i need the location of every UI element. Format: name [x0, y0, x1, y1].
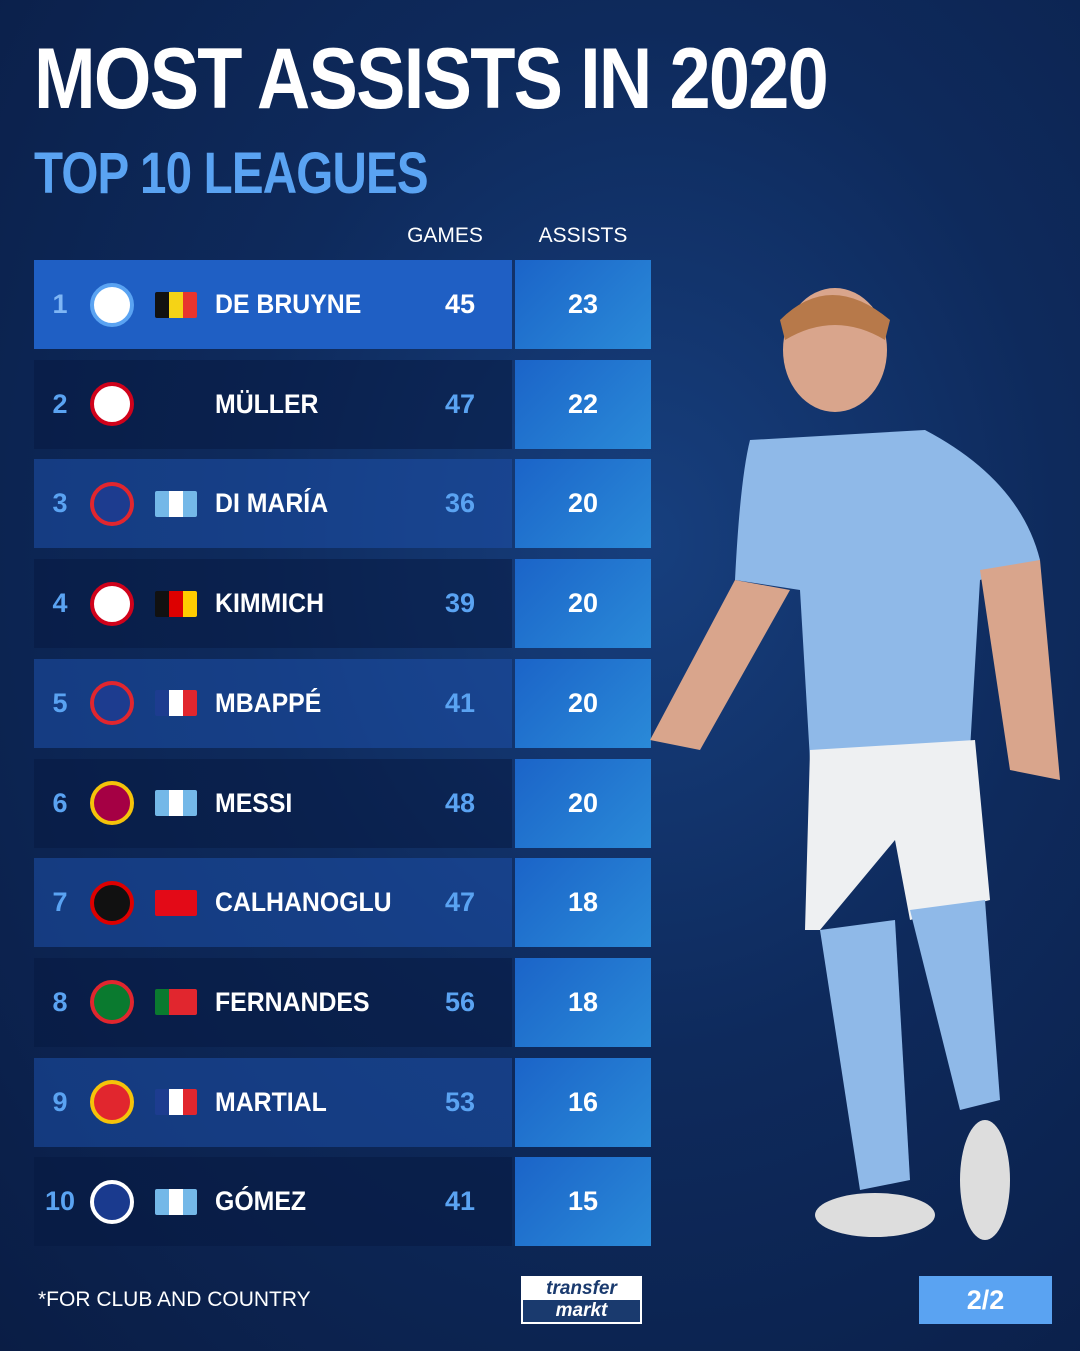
page-title: MOST ASSISTS IN 2020 [34, 31, 829, 127]
nation-flag-icon [155, 490, 197, 517]
nation-flag-icon [155, 889, 197, 916]
nation-flag-icon [155, 590, 197, 617]
games-value: 45 [444, 289, 476, 319]
assists-value: 20 [515, 758, 651, 848]
club-crest-icon [90, 681, 134, 726]
player-name: MÜLLER [215, 388, 319, 419]
logo-bottom: markt [523, 1300, 640, 1322]
games-value: 53 [444, 1086, 476, 1117]
rank: 6 [52, 787, 68, 818]
player-name: FERNANDES [215, 986, 370, 1017]
assists-value: 23 [515, 260, 651, 349]
rank: 2 [52, 388, 68, 419]
games-value: 41 [444, 1186, 476, 1217]
games-header: GAMES [407, 224, 483, 247]
assists-value: 20 [515, 658, 651, 748]
assists-value: 22 [515, 359, 651, 449]
assists-value: 18 [515, 858, 651, 948]
club-crest-icon [90, 880, 134, 925]
club-crest-icon [90, 481, 134, 526]
rank: 1 [52, 289, 68, 319]
player-name: MBAPPÉ [215, 687, 322, 718]
table-row: 10 GÓMEZ 41 [34, 1157, 512, 1247]
table-row: 9 MARTIAL 53 [34, 1057, 512, 1147]
rank: 9 [52, 1086, 68, 1117]
assists-value: 16 [515, 1057, 651, 1147]
table-row: 3 DI MARÍA 36 [34, 459, 512, 549]
player-name: CALHANOGLU [215, 887, 392, 918]
rank: 7 [52, 887, 68, 918]
nation-flag-icon [155, 1188, 197, 1215]
logo-top: transfer [546, 1278, 617, 1299]
player-name: DE BRUYNE [215, 289, 362, 319]
games-value: 36 [444, 488, 476, 519]
games-value: 39 [444, 588, 476, 619]
assists-value: 20 [515, 459, 651, 549]
rank: 10 [44, 1186, 76, 1217]
page-subtitle: TOP 10 LEAGUES [34, 141, 429, 206]
table-row: 7 CALHANOGLU 47 [34, 858, 512, 948]
player-name: MARTIAL [215, 1086, 327, 1117]
transfermarkt-logo: transfer markt [521, 1276, 642, 1324]
nation-flag-icon [155, 790, 197, 816]
nation-flag-icon [155, 291, 197, 318]
table-row: 2 MÜLLER 47 [34, 359, 512, 449]
club-crest-icon [90, 781, 134, 825]
table-row: 8 FERNANDES 56 [34, 957, 512, 1047]
games-value: 56 [444, 986, 476, 1017]
table-row: 1 DE BRUYNE 45 [34, 260, 512, 349]
footnote: *FOR CLUB AND COUNTRY [38, 1288, 311, 1311]
player-name: KIMMICH [215, 588, 325, 619]
player-name: MESSI [215, 787, 293, 818]
club-crest-icon [90, 282, 134, 327]
club-crest-icon [90, 581, 134, 626]
assists-value: 20 [515, 559, 651, 649]
nation-flag-icon [155, 989, 197, 1016]
rank: 8 [52, 986, 68, 1017]
rank: 5 [52, 687, 68, 718]
games-value: 41 [444, 687, 476, 718]
player-image [650, 288, 1060, 1240]
nation-flag-icon [155, 1089, 197, 1116]
nation-flag-icon [155, 690, 197, 717]
assists-value: 15 [515, 1157, 651, 1247]
games-value: 47 [444, 388, 476, 419]
games-value: 47 [444, 887, 476, 918]
assists-header: ASSISTS [538, 224, 628, 247]
club-crest-icon [90, 1080, 134, 1125]
assists-value: 18 [515, 957, 651, 1047]
table-row: 4 KIMMICH 39 [34, 559, 512, 649]
page-indicator: 2/2 [919, 1276, 1052, 1324]
rank: 3 [52, 488, 68, 519]
player-name: DI MARÍA [215, 488, 329, 519]
club-crest-icon [90, 980, 134, 1025]
table-row: 6 MESSI 48 [34, 758, 512, 848]
club-crest-icon [90, 1179, 134, 1224]
player-name: GÓMEZ [215, 1186, 307, 1217]
games-value: 48 [444, 787, 476, 818]
club-crest-icon [90, 382, 134, 427]
table-row: 5 MBAPPÉ 41 [34, 658, 512, 748]
rank: 4 [52, 588, 68, 619]
